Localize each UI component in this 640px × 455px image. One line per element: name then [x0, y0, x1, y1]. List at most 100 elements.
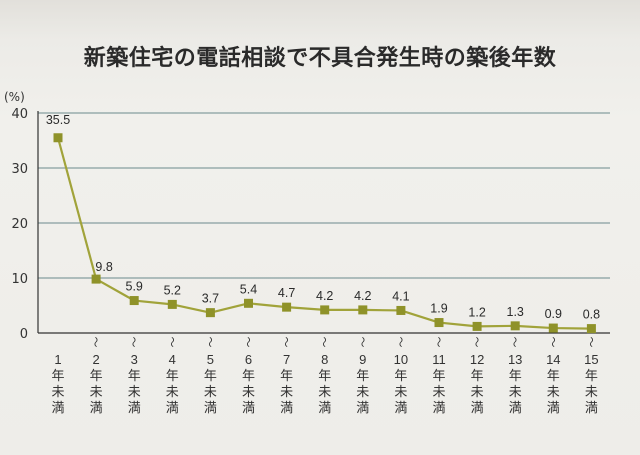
x-tick-suffix: 年 [128, 369, 141, 384]
x-tick-suffix: 年 [394, 369, 407, 384]
y-tick-label-30: 30 [11, 162, 28, 177]
x-tick-label-2: 〜 2 年未満 [89, 337, 103, 417]
x-tick-number: 5 [207, 352, 214, 367]
x-tick-range-mark: 〜 [203, 337, 216, 348]
x-tick-suffix: 年 [51, 369, 64, 384]
data-point-12 [472, 321, 482, 331]
x-tick-range-mark: 〜 [89, 337, 102, 348]
x-tick-number: 6 [245, 352, 252, 367]
x-tick-suffix: 未 [509, 385, 522, 400]
data-labels: 35.5 9.8 5.9 5.2 3.7 5.4 4.7 4.2 4.2 4.1 1.9 1.2 1.3… [46, 113, 600, 322]
x-tick-number: 4 [169, 352, 176, 367]
y-tick-label-0: 0 [20, 327, 28, 342]
x-tick-range-mark: 〜 [127, 337, 140, 348]
x-tick-suffix: 満 [356, 401, 369, 416]
data-point-7 [282, 302, 292, 312]
x-tick-suffix: 年 [509, 369, 522, 384]
x-tick-label-3: 〜 3 年未満 [127, 337, 141, 417]
y-tick-label-10: 10 [11, 272, 28, 287]
x-tick-suffix: 未 [204, 385, 217, 400]
data-label-15: 0.8 [583, 308, 600, 322]
x-tick-label-12: 〜 12 年未満 [470, 337, 484, 417]
x-tick-range-mark: 〜 [470, 337, 483, 348]
x-tick-number: 15 [584, 352, 598, 367]
data-label-7: 4.7 [278, 286, 295, 300]
x-tick-number: 14 [546, 352, 560, 367]
x-tick-suffix: 年 [204, 369, 217, 384]
x-tick-suffix: 年 [166, 369, 179, 384]
x-tick-label-15: 〜 15 年未満 [584, 337, 598, 417]
data-point-4 [167, 299, 177, 309]
x-tick-suffix: 未 [318, 385, 331, 400]
x-tick-suffix: 未 [432, 385, 445, 400]
axes: 0 10 20 30 40 (%) [4, 90, 610, 342]
x-tick-suffix: 満 [280, 401, 293, 416]
x-tick-label-1: 1 年未満 [51, 352, 64, 416]
x-tick-label-14: 〜 14 年未満 [546, 337, 560, 417]
data-label-5: 3.7 [202, 292, 219, 306]
data-label-13: 1.3 [507, 305, 524, 319]
x-tick-range-mark: 〜 [280, 337, 293, 348]
x-tick-suffix: 満 [394, 401, 407, 416]
data-series [53, 133, 596, 334]
x-tick-label-7: 〜 7 年未満 [280, 337, 294, 417]
data-point-3 [129, 296, 139, 306]
data-label-10: 4.1 [392, 289, 409, 303]
data-point-10 [396, 305, 406, 315]
x-tick-suffix: 満 [432, 401, 445, 416]
x-tick-suffix: 満 [128, 401, 141, 416]
x-tick-label-8: 〜 8 年未満 [318, 337, 332, 417]
y-axis-unit: (%) [4, 90, 25, 104]
x-tick-suffix: 未 [90, 385, 103, 400]
x-tick-suffix: 満 [509, 401, 522, 416]
x-tick-suffix: 年 [547, 369, 560, 384]
x-tick-number: 11 [432, 352, 446, 367]
data-label-9: 4.2 [354, 289, 371, 303]
x-tick-suffix: 満 [204, 401, 217, 416]
data-label-12: 1.2 [468, 305, 485, 319]
x-tick-number: 12 [470, 352, 484, 367]
data-point-6 [244, 298, 253, 308]
x-tick-suffix: 年 [280, 369, 293, 384]
x-tick-suffix: 未 [242, 385, 255, 400]
x-tick-number: 1 [54, 352, 61, 367]
x-tick-range-mark: 〜 [165, 337, 178, 348]
x-tick-suffix: 年 [90, 369, 103, 384]
category-labels: 1年未満〜2年未満〜3年未満〜4年未満〜5年未満〜6年未満〜7年未満〜8年未満〜… [51, 337, 598, 417]
x-tick-number: 2 [92, 352, 99, 367]
data-point-1 [53, 133, 63, 143]
data-label-4: 5.2 [164, 283, 181, 297]
x-tick-label-11: 〜 11 年未満 [432, 337, 446, 417]
x-tick-suffix: 満 [471, 401, 484, 416]
x-tick-suffix: 満 [90, 401, 103, 416]
data-label-8: 4.2 [316, 289, 333, 303]
x-tick-number: 9 [359, 352, 366, 367]
grid-lines [38, 112, 610, 279]
x-tick-suffix: 年 [318, 369, 331, 384]
x-tick-suffix: 未 [394, 385, 407, 400]
data-point-14 [548, 323, 558, 333]
x-tick-label-4: 〜 4 年未満 [165, 337, 179, 417]
data-label-6: 5.4 [240, 282, 257, 296]
x-tick-label-9: 〜 9 年未満 [356, 337, 370, 417]
data-label-1: 35.5 [46, 113, 70, 127]
x-tick-suffix: 未 [356, 385, 369, 400]
x-tick-suffix: 満 [166, 401, 179, 416]
data-point-8 [320, 305, 330, 315]
data-label-11: 1.9 [430, 302, 447, 316]
x-tick-suffix: 未 [166, 385, 179, 400]
x-tick-suffix: 未 [51, 385, 64, 400]
x-tick-number: 10 [394, 352, 408, 367]
x-tick-number: 13 [508, 352, 522, 367]
x-tick-label-5: 〜 5 年未満 [203, 337, 217, 417]
x-tick-range-mark: 〜 [584, 337, 597, 348]
x-tick-suffix: 未 [471, 385, 484, 400]
x-tick-suffix: 年 [356, 369, 369, 384]
x-tick-suffix: 満 [318, 401, 331, 416]
x-tick-suffix: 年 [242, 369, 255, 384]
x-tick-suffix: 年 [471, 369, 484, 384]
x-tick-range-mark: 〜 [546, 337, 559, 348]
chart-title: 新築住宅の電話相談で不具合発生時の築後年数 [83, 46, 557, 71]
